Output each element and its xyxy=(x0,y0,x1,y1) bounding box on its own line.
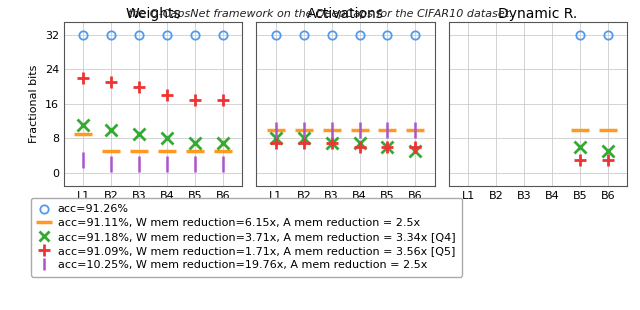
Title: Dynamic R.: Dynamic R. xyxy=(499,7,578,20)
Text: the Q-CapsNet framework on the DeepCaps for the CIFAR10 dataset.: the Q-CapsNet framework on the DeepCaps … xyxy=(128,9,512,19)
Title: Activations: Activations xyxy=(307,7,384,20)
Y-axis label: Fractional bits: Fractional bits xyxy=(29,65,39,143)
Legend: acc=91.26%, acc=91.11%, W mem reduction=6.15x, A mem reduction = 2.5x, acc=91.18: acc=91.26%, acc=91.11%, W mem reduction=… xyxy=(31,198,462,277)
Title: Weights: Weights xyxy=(125,7,181,20)
